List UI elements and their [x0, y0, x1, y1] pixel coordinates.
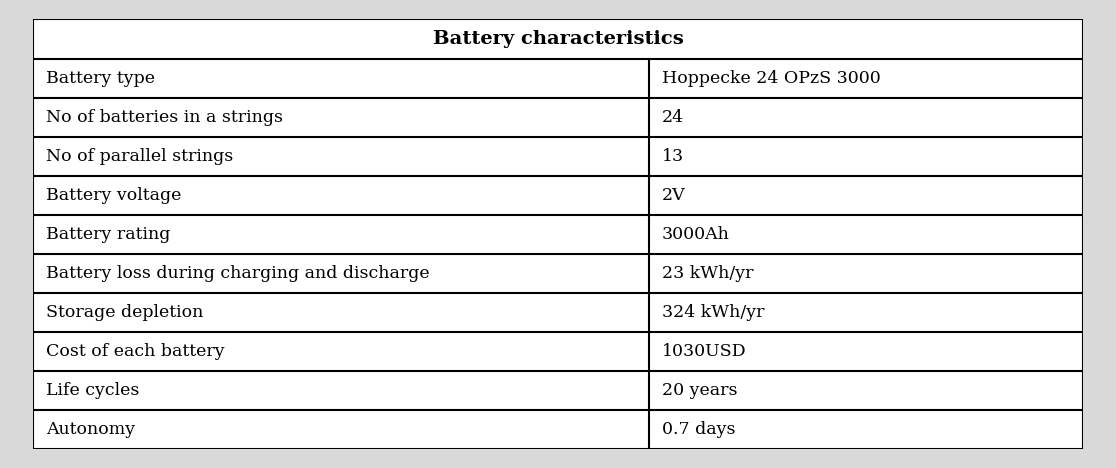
Text: Cost of each battery: Cost of each battery: [46, 343, 224, 360]
Text: Life cycles: Life cycles: [46, 382, 140, 399]
Text: 13: 13: [662, 148, 684, 165]
Text: Battery loss during charging and discharge: Battery loss during charging and dischar…: [46, 265, 430, 282]
Text: Autonomy: Autonomy: [46, 421, 135, 438]
Text: No of batteries in a strings: No of batteries in a strings: [46, 109, 283, 126]
Text: Battery voltage: Battery voltage: [46, 187, 182, 204]
Text: 3000Ah: 3000Ah: [662, 226, 730, 243]
Text: Battery characteristics: Battery characteristics: [433, 30, 683, 48]
Text: Hoppecke 24 OPzS 3000: Hoppecke 24 OPzS 3000: [662, 70, 881, 87]
Text: 24: 24: [662, 109, 684, 126]
Text: 2V: 2V: [662, 187, 685, 204]
Text: Battery type: Battery type: [46, 70, 155, 87]
Text: 23 kWh/yr: 23 kWh/yr: [662, 265, 753, 282]
Text: Battery rating: Battery rating: [46, 226, 171, 243]
Text: 324 kWh/yr: 324 kWh/yr: [662, 304, 764, 321]
Text: Storage depletion: Storage depletion: [46, 304, 203, 321]
Text: 1030USD: 1030USD: [662, 343, 747, 360]
Text: 20 years: 20 years: [662, 382, 738, 399]
Text: 0.7 days: 0.7 days: [662, 421, 735, 438]
Text: No of parallel strings: No of parallel strings: [46, 148, 233, 165]
